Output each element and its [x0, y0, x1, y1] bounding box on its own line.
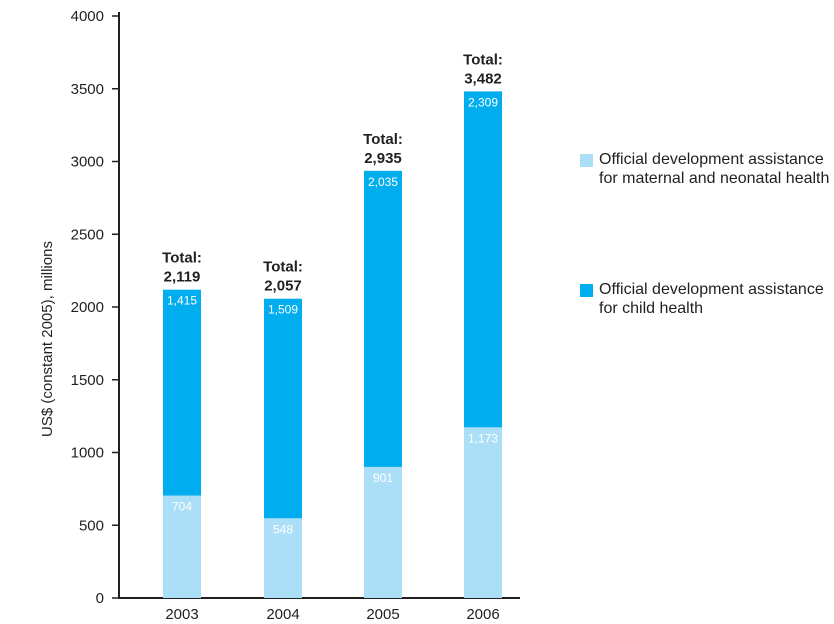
y-tick-label: 2000: [71, 299, 104, 316]
data-label-child-health: 1,509: [268, 303, 298, 317]
data-label-child-health: 2,309: [468, 95, 498, 109]
legend-label-maternal-neonatal: Official development assistance for mate…: [599, 151, 830, 187]
y-axis-title: US$ (constant 2005), millions: [39, 241, 56, 437]
y-tick-label: 3500: [71, 81, 104, 98]
total-value: 2,057: [264, 278, 302, 295]
data-label-maternal-neonatal: 704: [172, 500, 192, 514]
data-label-maternal-neonatal: 901: [373, 471, 393, 485]
y-tick-label: 4000: [71, 8, 104, 25]
bar-segment-child-health: [264, 298, 302, 519]
bar-segment-maternal-neonatal: [364, 466, 402, 598]
x-tick-label: 2005: [366, 606, 399, 623]
bar-segment-maternal-neonatal: [464, 427, 502, 598]
y-tick-label: 2500: [71, 226, 104, 243]
legend-swatch-child-health: [580, 284, 593, 297]
total-value: 3,482: [464, 70, 502, 87]
data-label-child-health: 2,035: [368, 175, 398, 189]
bar-segment-child-health: [364, 170, 402, 467]
total-label: Total:: [263, 259, 303, 276]
data-label-maternal-neonatal: 1,173: [468, 431, 498, 445]
bar-segment-child-health: [464, 91, 502, 428]
legend-item-child-health: Official development assistance for chil…: [580, 280, 834, 318]
data-label-child-health: 1,415: [167, 294, 197, 308]
legend-label-child-health: Official development assistance for chil…: [599, 281, 824, 317]
x-tick-label: 2006: [466, 606, 499, 623]
y-tick-label: 1500: [71, 372, 104, 389]
bar-segment-child-health: [163, 289, 201, 496]
y-tick-label: 500: [79, 517, 104, 534]
total-value: 2,119: [164, 269, 201, 286]
bar-segment-maternal-neonatal: [264, 518, 302, 598]
data-label-maternal-neonatal: 548: [273, 522, 293, 536]
total-label: Total:: [363, 131, 403, 148]
x-tick-label: 2004: [266, 606, 299, 623]
x-tick-label: 2003: [165, 606, 198, 623]
legend-item-maternal-neonatal: Official development assistance for mate…: [580, 150, 834, 188]
legend: Official development assistance for mate…: [580, 150, 834, 318]
total-label: Total:: [162, 250, 202, 267]
y-tick-label: 1000: [71, 445, 104, 462]
y-tick-label: 0: [96, 590, 104, 607]
legend-swatch-maternal-neonatal: [580, 154, 593, 167]
total-value: 2,935: [364, 150, 402, 167]
y-tick-label: 3000: [71, 154, 104, 171]
total-label: Total:: [463, 51, 503, 68]
bar-segment-maternal-neonatal: [163, 495, 201, 598]
